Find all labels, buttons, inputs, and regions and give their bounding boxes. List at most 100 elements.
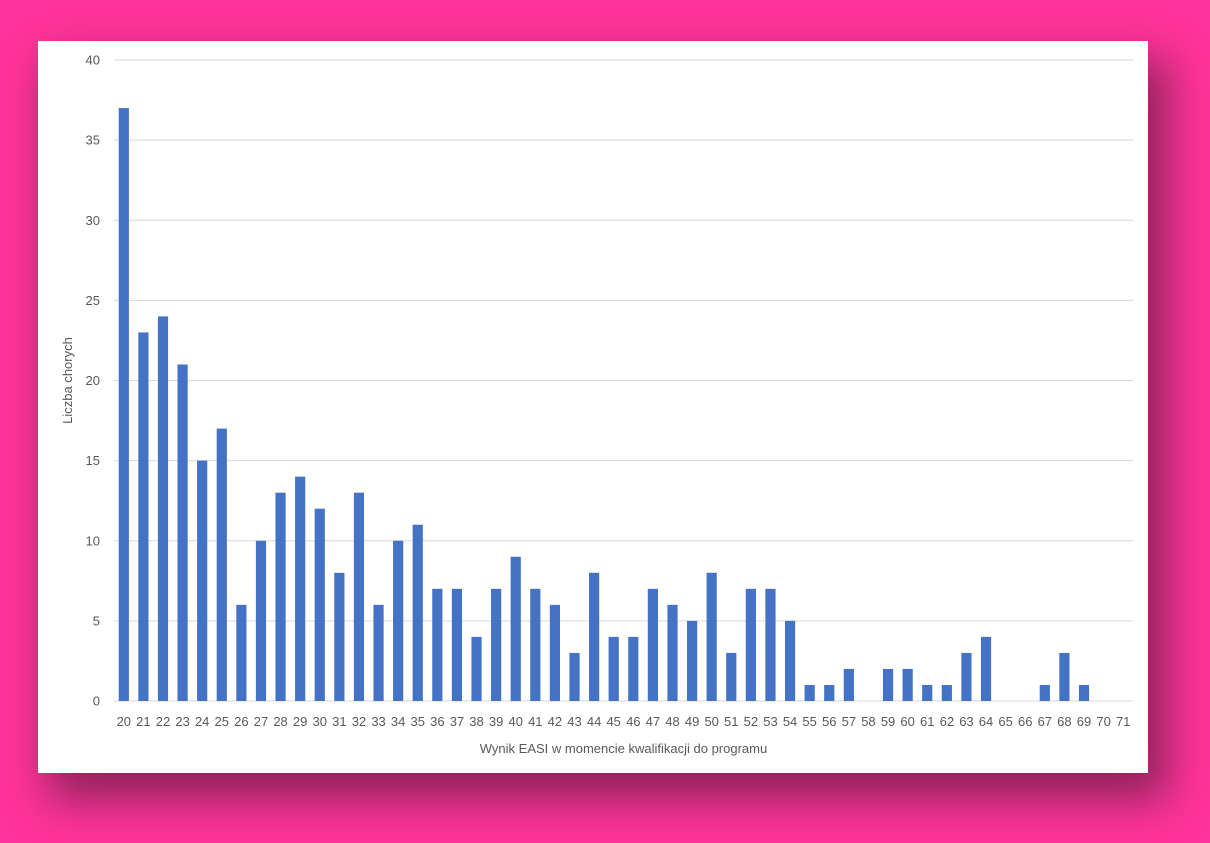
bar-33 [373,604,384,701]
x-tick-label: 51 [724,714,738,729]
bar-34 [393,540,404,701]
y-tick-label: 20 [86,373,100,388]
bar-64 [980,636,992,701]
bar-49 [686,620,698,701]
y-tick-label: 15 [86,453,100,468]
x-tick-label: 56 [822,714,836,729]
bar-44 [589,572,600,701]
x-tick-label: 47 [646,714,660,729]
y-tick-label: 40 [86,53,100,68]
bar-39 [491,588,502,701]
x-tick-label: 45 [606,714,620,729]
bar-48 [667,604,678,701]
bar-27 [255,540,267,701]
bar-56 [824,684,835,701]
bar-23 [177,364,188,701]
x-tick-label: 60 [900,714,914,729]
x-tick-label: 69 [1077,714,1091,729]
bar-35 [412,524,423,701]
x-tick-label: 39 [489,714,503,729]
x-tick-label: 57 [842,714,856,729]
bar-20 [118,108,129,701]
y-tick-label: 35 [86,133,100,148]
bar-29 [295,476,306,701]
bar-60 [902,668,913,701]
bar-36 [432,588,443,701]
bar-55 [804,684,815,701]
bar-63 [961,652,972,701]
bar-30 [314,508,325,701]
bar-53 [765,588,776,701]
x-tick-label: 31 [332,714,346,729]
bar-24 [197,460,208,701]
x-tick-label: 68 [1057,714,1071,729]
bar-51 [726,652,737,701]
y-axis-title: Liczba chorych [60,337,75,424]
x-tick-label: 61 [920,714,934,729]
y-tick-label: 0 [93,694,100,709]
y-tick-label: 10 [86,533,100,548]
bar-62 [941,684,952,701]
y-tick-label: 5 [93,613,100,628]
y-tick-label: 30 [86,213,100,228]
y-tick-labels: 0 5 10 15 20 25 30 35 40 [86,53,100,709]
x-tick-label: 21 [136,714,150,729]
x-tick-labels: 20 21 22 23 24 25 26 27 28 29 30 31 32 33 34 35 36 37 38 39… [117,714,1131,729]
bar-46 [628,636,639,701]
x-tick-label: 44 [587,714,601,729]
x-tick-label: 63 [959,714,973,729]
x-tick-label: 38 [469,714,483,729]
x-tick-label: 46 [626,714,640,729]
x-tick-label: 55 [802,714,816,729]
x-tick-label: 27 [254,714,268,729]
x-tick-label: 42 [548,714,562,729]
bar-31 [334,572,345,701]
bar-43 [569,652,580,701]
bar-32 [353,492,365,701]
x-tick-label: 58 [861,714,875,729]
bar-47 [647,588,658,701]
x-tick-label: 66 [1018,714,1032,729]
x-tick-label: 32 [352,714,366,729]
bar-59 [882,668,894,701]
x-tick-label: 59 [881,714,895,729]
x-tick-label: 29 [293,714,307,729]
x-tick-label: 67 [1038,714,1052,729]
x-tick-label: 70 [1096,714,1110,729]
x-tick-label: 65 [998,714,1012,729]
x-tick-label: 33 [371,714,385,729]
bar-38 [471,636,482,701]
x-tick-label: 41 [528,714,542,729]
x-tick-label: 25 [215,714,229,729]
x-tick-label: 30 [313,714,327,729]
y-tick-label: 25 [86,293,100,308]
bar-41 [530,588,541,701]
x-tick-label: 26 [234,714,248,729]
x-tick-label: 40 [508,714,522,729]
x-tick-label: 35 [411,714,425,729]
bar-42 [549,604,561,701]
x-tick-label: 37 [450,714,464,729]
bar-54 [784,620,796,701]
x-tick-label: 54 [783,714,797,729]
bar-25 [216,428,227,701]
bar-45 [608,636,619,701]
bar-28 [275,492,286,701]
gridlines [114,59,1133,702]
bar-37 [451,588,463,701]
x-axis-title: Wynik EASI w momencie kwalifikacji do pr… [480,741,767,756]
bar-50 [706,572,717,701]
bars [118,108,1090,701]
bar-67 [1039,684,1050,701]
x-tick-label: 24 [195,714,209,729]
x-tick-label: 49 [685,714,699,729]
bar-26 [236,604,247,701]
x-tick-label: 34 [391,714,405,729]
x-tick-label: 23 [175,714,189,729]
x-tick-label: 50 [704,714,718,729]
x-tick-label: 36 [430,714,444,729]
bar-52 [745,588,756,701]
x-tick-label: 20 [117,714,131,729]
bar-57 [843,668,854,701]
